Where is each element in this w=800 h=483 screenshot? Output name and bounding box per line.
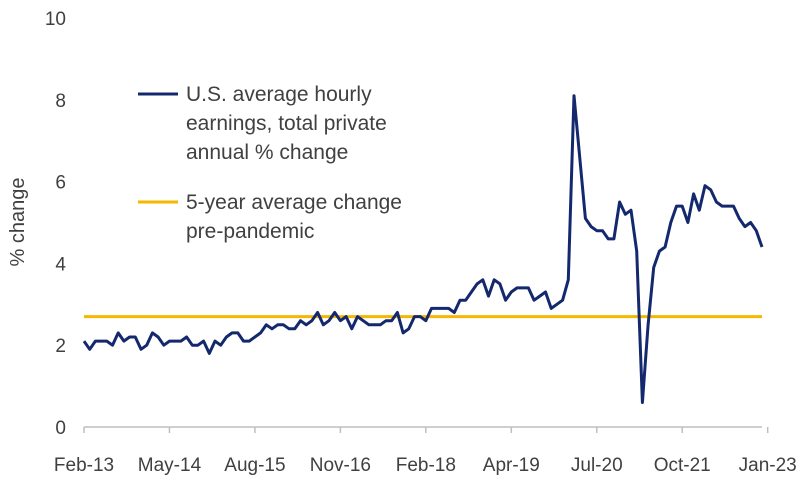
x-tick-label: Apr-19	[483, 455, 540, 476]
x-tick-label: Jan-23	[739, 455, 797, 476]
legend-label-hourly-earnings: annual % change	[186, 141, 348, 164]
legend: U.S. average hourly earnings, total priva…	[138, 83, 402, 243]
y-tick-label: 2	[55, 336, 66, 357]
x-tick-label: Oct-21	[654, 455, 711, 476]
x-tick-label: Jul-20	[571, 455, 623, 476]
x-tick-label: Aug-15	[224, 455, 285, 476]
series-line-hourly-earnings	[82, 94, 764, 404]
y-tick-label: 4	[55, 254, 66, 275]
legend-label-hourly-earnings: U.S. average hourly	[186, 83, 372, 106]
legend-label-5-year-average: pre-pandemic	[186, 220, 314, 243]
y-tick-label: 6	[55, 173, 66, 194]
series-layer	[82, 94, 764, 404]
y-axis: 0 2 4 6 8 10	[45, 9, 67, 439]
legend-label-5-year-average: 5-year average change	[186, 191, 402, 214]
y-axis-title: % change	[7, 178, 29, 267]
x-tick-label: Nov-16	[310, 455, 371, 476]
y-tick-label: 10	[45, 9, 66, 30]
x-axis: Feb-13 May-14 Aug-15 Nov-16 Feb-18 Apr-19 Jul-…	[54, 426, 797, 476]
x-tick-label: Feb-13	[54, 455, 114, 476]
x-tick-label: May-14	[138, 455, 202, 476]
legend-label-hourly-earnings: earnings, total private	[186, 112, 387, 135]
y-tick-label: 8	[55, 91, 66, 112]
y-tick-label: 0	[55, 418, 66, 439]
x-tick-label: Feb-18	[396, 455, 456, 476]
